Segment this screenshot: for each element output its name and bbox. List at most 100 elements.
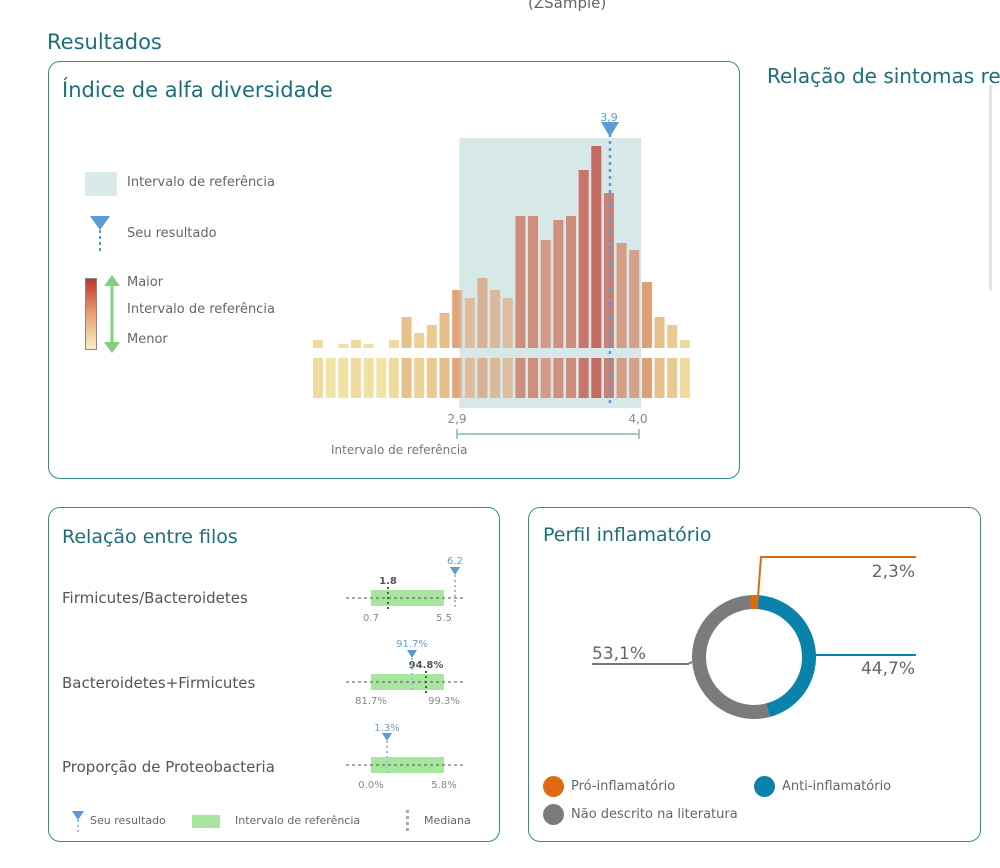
- histogram-bar: [654, 317, 665, 348]
- histogram-bar: [388, 340, 399, 348]
- histogram-bar: [363, 344, 374, 348]
- histogram-bar: [515, 216, 526, 348]
- strip-bar: [426, 358, 437, 398]
- strip-bar: [553, 358, 564, 398]
- strip-bar: [464, 358, 475, 398]
- x-axis-label: Intervalo de referência: [331, 443, 468, 457]
- label-none: 53,1%: [592, 644, 646, 664]
- filos-charts: 1.8 6.2 0.7 5.5 94.8% 91.7% 81.7% 99.3% …: [346, 556, 466, 791]
- reference-high-label: 4,0: [628, 412, 647, 426]
- histogram-bar: [616, 243, 627, 348]
- legend-result: Seu resultado: [90, 814, 166, 827]
- strip-bar: [603, 358, 614, 398]
- strip-bar: [388, 358, 399, 398]
- section-title: Resultados: [47, 30, 162, 54]
- donut-slice-1: [757, 595, 816, 717]
- histogram-bar: [578, 170, 589, 348]
- filos-card: [48, 507, 500, 842]
- svg-text:1.8: 1.8: [379, 576, 397, 587]
- histogram-bar: [591, 146, 602, 348]
- strip-bar: [540, 358, 551, 398]
- reference-bracket: [456, 429, 640, 439]
- legend-reference: Intervalo de referência: [127, 175, 275, 190]
- strip-bar: [325, 358, 336, 398]
- svg-text:6.2: 6.2: [447, 556, 463, 567]
- legend-anti: Anti-inflamatório: [782, 779, 892, 794]
- histogram-bar: [338, 344, 349, 348]
- legend-pro: Pró-inflamatório: [571, 779, 676, 794]
- alpha-diversity-card: [48, 61, 740, 479]
- histogram-bar: [566, 216, 576, 348]
- histogram-bar: [464, 298, 475, 348]
- histogram-bar: [629, 250, 640, 348]
- histogram-bar: [540, 240, 551, 348]
- strip-bar: [338, 358, 349, 398]
- strip-bar: [414, 358, 425, 398]
- strip-bar: [667, 358, 678, 398]
- strip-bar: [363, 358, 374, 398]
- leader-line-none: [592, 661, 693, 665]
- strip-bar: [490, 358, 501, 398]
- histogram-bar: [350, 340, 361, 348]
- inflam-card: [528, 507, 981, 842]
- histogram-bar: [426, 325, 437, 348]
- row-chart-1: 94.8% 91.7% 81.7% 99.3%: [346, 639, 466, 707]
- sample-label: (ZSample): [528, 0, 607, 12]
- legend-higher: Maior: [127, 275, 164, 290]
- right-panel-title: Relação de sintomas rel: [767, 64, 1000, 88]
- reference-low-label: 2,9: [447, 412, 466, 426]
- scrollbar[interactable]: [989, 85, 992, 290]
- legend-middle: Intervalo de referência: [127, 302, 275, 317]
- leader-line-pro: [757, 556, 916, 598]
- histogram-bar: [439, 313, 450, 348]
- strip-bar: [502, 358, 513, 398]
- legend-dot-pro: [543, 776, 564, 797]
- strip-bar: [578, 358, 589, 398]
- strip-bar: [629, 358, 640, 398]
- row-label: Bacteroidetes+Firmicutes: [62, 674, 256, 692]
- median-icon: [406, 810, 409, 832]
- histogram-bar: [679, 340, 690, 348]
- row-chart-2: 1.3% 0.0% 5.8%: [346, 723, 466, 791]
- alpha-histogram: 3,9 2,9 4,0 Intervalo de referência: [313, 111, 690, 457]
- histogram-bar: [452, 290, 463, 348]
- strip-bar: [452, 358, 463, 398]
- row-label: Firmicutes/Bacteroidetes: [62, 589, 248, 607]
- row-chart-0: 1.8 6.2 0.7 5.5: [346, 556, 466, 624]
- legend-reference: Intervalo de referência: [235, 814, 361, 827]
- inflam-title: Perfil inflamatório: [543, 524, 712, 546]
- legend-median: Mediana: [424, 814, 471, 827]
- alpha-title: Índice de alfa diversidade: [62, 78, 333, 102]
- strip-bar: [679, 358, 690, 398]
- svg-text:5.8%: 5.8%: [431, 780, 456, 791]
- strip-bar: [439, 358, 450, 398]
- histogram-bar: [490, 290, 501, 348]
- donut-slice-2: [692, 595, 770, 719]
- label-anti: 44,7%: [861, 659, 915, 679]
- strip-bar: [313, 358, 323, 398]
- strip-bar: [477, 358, 488, 398]
- strip-bar: [401, 358, 412, 398]
- histogram-bar: [477, 278, 488, 348]
- row-label: Proporção de Proteobacteria: [62, 758, 275, 776]
- histogram-bar: [401, 317, 412, 348]
- legend-dot-none: [543, 804, 564, 825]
- histogram-bar: [603, 193, 614, 348]
- legend-dot-anti: [754, 776, 775, 797]
- reference-swatch: [192, 815, 220, 828]
- label-pro: 2,3%: [872, 562, 915, 582]
- result-value-label: 3,9: [600, 111, 618, 124]
- svg-text:0.7: 0.7: [363, 613, 379, 624]
- result-marker-triangle: [600, 122, 619, 137]
- svg-text:5.5: 5.5: [436, 613, 452, 624]
- svg-text:94.8%: 94.8%: [409, 660, 444, 671]
- strip-bar: [641, 358, 652, 398]
- strip-bar: [350, 358, 361, 398]
- strip-bar: [654, 358, 665, 398]
- result-marker-icon: [90, 216, 110, 254]
- histogram-bar: [528, 216, 539, 348]
- inflam-donut: 2,3% 44,7% 53,1%: [592, 556, 916, 719]
- strip-bar: [528, 358, 539, 398]
- histogram-bar: [667, 325, 678, 348]
- histogram-bar: [641, 282, 652, 348]
